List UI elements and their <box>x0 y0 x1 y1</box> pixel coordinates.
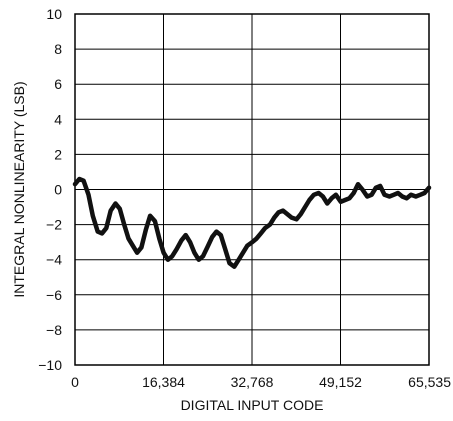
y-tick-label: −10 <box>38 357 62 373</box>
x-tick-label: 49,152 <box>319 374 362 390</box>
y-tick-label: −6 <box>46 287 62 303</box>
y-tick-label: 6 <box>54 76 62 92</box>
x-tick-labels: 0 16,384 32,768 49,152 65,535 <box>71 374 451 390</box>
y-tick-label: −8 <box>46 322 62 338</box>
y-tick-label: 8 <box>54 41 62 57</box>
x-axis-title: DIGITAL INPUT CODE <box>181 397 324 413</box>
inl-curve <box>72 176 432 269</box>
y-axis-title: INTEGRAL NONLINEARITY (LSB) <box>11 81 27 297</box>
y-tick-label: 10 <box>46 6 62 22</box>
y-tick-label: −2 <box>46 217 62 233</box>
y-tick-label: −4 <box>46 252 62 268</box>
x-tick-label: 32,768 <box>231 374 274 390</box>
y-tick-label: 2 <box>54 146 62 162</box>
y-tick-label: 0 <box>54 182 62 198</box>
y-tick-labels: −10 −8 −6 −4 −2 0 2 4 6 8 10 <box>38 6 62 373</box>
y-tick-label: 4 <box>54 111 62 127</box>
x-tick-label: 0 <box>71 374 79 390</box>
x-tick-label: 65,535 <box>408 374 451 390</box>
x-tick-label: 16,384 <box>142 374 185 390</box>
